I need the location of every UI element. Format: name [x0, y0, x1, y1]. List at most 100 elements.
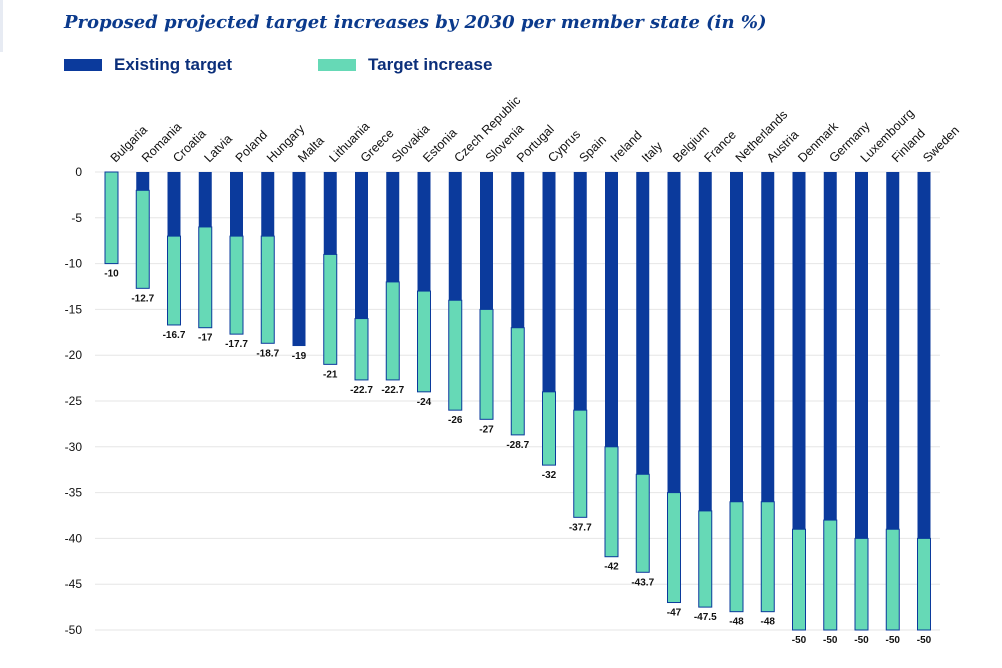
y-tick-label: -10: [65, 257, 83, 271]
data-label: -28.7: [506, 440, 529, 451]
data-label: -50: [854, 635, 869, 646]
data-label: -17: [198, 333, 213, 344]
legend-label-target-increase: Target increase: [368, 55, 493, 74]
bar-target-increase: [760, 501, 775, 613]
bar-existing-target: [886, 172, 900, 530]
data-label: -18.7: [256, 348, 279, 359]
bar-existing-target: [667, 172, 681, 493]
data-label: -47.5: [694, 612, 717, 623]
bar-existing-target: [323, 172, 337, 255]
data-label: -24: [417, 397, 432, 408]
data-label: -21: [323, 369, 338, 380]
data-label: -26: [448, 415, 463, 426]
bar-existing-target: [542, 172, 556, 392]
y-tick-label: -20: [65, 348, 83, 362]
bar-existing-target: [511, 172, 525, 328]
data-label: -37.7: [569, 522, 592, 533]
bar-target-increase: [635, 473, 650, 573]
data-label: -17.7: [225, 339, 248, 350]
category-labels: BulgariaRomaniaCroatiaLatviaPolandHungar…: [108, 93, 962, 165]
y-axis: 0 -5 -10 -15 -20 -25 -30 -35 -40 -45 -50: [65, 165, 83, 637]
bar-target-increase: [260, 235, 275, 344]
data-label: -32: [542, 470, 557, 481]
bar-existing-target: [605, 172, 618, 447]
data-label: -22.7: [381, 385, 404, 396]
bar-target-increase: [698, 510, 713, 608]
bar-existing-target: [355, 172, 368, 319]
category-label: Sweden: [920, 123, 962, 165]
y-tick-label: -40: [65, 531, 83, 545]
y-tick-label: -50: [65, 623, 83, 637]
data-label: -12.7: [131, 293, 154, 304]
y-tick-label: -25: [65, 394, 83, 408]
data-labels: -10 -12.7 -16.7 -17 -17.7 -18.7 -19 -21 -22.7 -22…: [104, 269, 931, 646]
bar-target-increase: [448, 299, 463, 411]
bar-existing-target: [417, 172, 431, 292]
bar-target-increase: [573, 409, 588, 518]
chart-title: Proposed projected target increases by 2…: [64, 12, 767, 33]
y-tick-label: -5: [71, 211, 82, 225]
data-label: -50: [886, 635, 901, 646]
data-label: -10: [104, 269, 119, 280]
y-tick-label: -30: [65, 440, 83, 454]
bar-target-increase: [354, 318, 369, 381]
bar-target-increase: [104, 171, 119, 265]
bar-existing-target: [292, 172, 306, 347]
bar-existing-target: [792, 172, 806, 530]
bar-existing-target: [136, 172, 150, 191]
data-label: -19: [292, 351, 307, 362]
bar-target-increase: [854, 537, 869, 631]
bar-target-increase: [792, 528, 806, 631]
bars: [104, 171, 931, 631]
bar-target-increase: [417, 290, 431, 393]
bar-target-increase: [729, 501, 744, 613]
bar-existing-target: [167, 172, 181, 237]
bar-existing-target: [761, 172, 775, 502]
bar-existing-target: [448, 172, 462, 301]
category-label: Ireland: [608, 128, 645, 165]
data-label: -27: [479, 424, 494, 435]
data-label: -50: [917, 635, 932, 646]
bar-existing-target: [917, 172, 931, 539]
bar-target-increase: [385, 281, 400, 381]
data-label: -22.7: [350, 385, 373, 396]
data-label: -50: [823, 635, 838, 646]
bar-target-increase: [135, 189, 150, 289]
left-edge-mark: [0, 0, 3, 52]
legend-item-existing-target: Existing target: [64, 55, 232, 75]
bar-existing-target: [855, 172, 868, 539]
legend-swatch-target-increase: [318, 59, 356, 71]
bar-existing-target: [698, 172, 712, 511]
bar-existing-target: [823, 172, 837, 521]
bar-target-increase: [198, 226, 213, 329]
bar-target-increase: [917, 537, 931, 631]
bar-existing-target: [261, 172, 275, 237]
bar-existing-target: [573, 172, 587, 411]
bar-existing-target: [480, 172, 493, 310]
bar-target-increase: [323, 253, 338, 365]
legend-label-existing-target: Existing target: [114, 55, 233, 74]
data-label: -48: [729, 617, 744, 628]
data-label: -43.7: [631, 577, 654, 588]
category-label: Italy: [639, 138, 666, 165]
data-label: -48: [761, 617, 776, 628]
y-tick-label: 0: [75, 165, 82, 179]
y-tick-label: -35: [65, 486, 83, 500]
bar-target-increase: [885, 528, 900, 631]
bar-target-increase: [667, 492, 681, 604]
y-tick-label: -15: [65, 302, 83, 316]
bar-target-increase: [479, 308, 494, 420]
bar-target-increase: [542, 391, 556, 466]
data-label: -42: [604, 562, 619, 573]
bar-existing-target: [730, 172, 743, 502]
bar-existing-target: [230, 172, 243, 237]
bar-existing-target: [636, 172, 650, 475]
y-tick-label: -45: [65, 577, 83, 591]
data-label: -16.7: [163, 330, 186, 341]
bar-target-increase: [823, 519, 838, 631]
bar-existing-target: [198, 172, 212, 227]
legend-swatch-existing-target: [64, 59, 102, 71]
category-label: Poland: [233, 128, 270, 165]
bar-target-increase: [604, 446, 619, 558]
bar-target-increase: [167, 235, 181, 326]
